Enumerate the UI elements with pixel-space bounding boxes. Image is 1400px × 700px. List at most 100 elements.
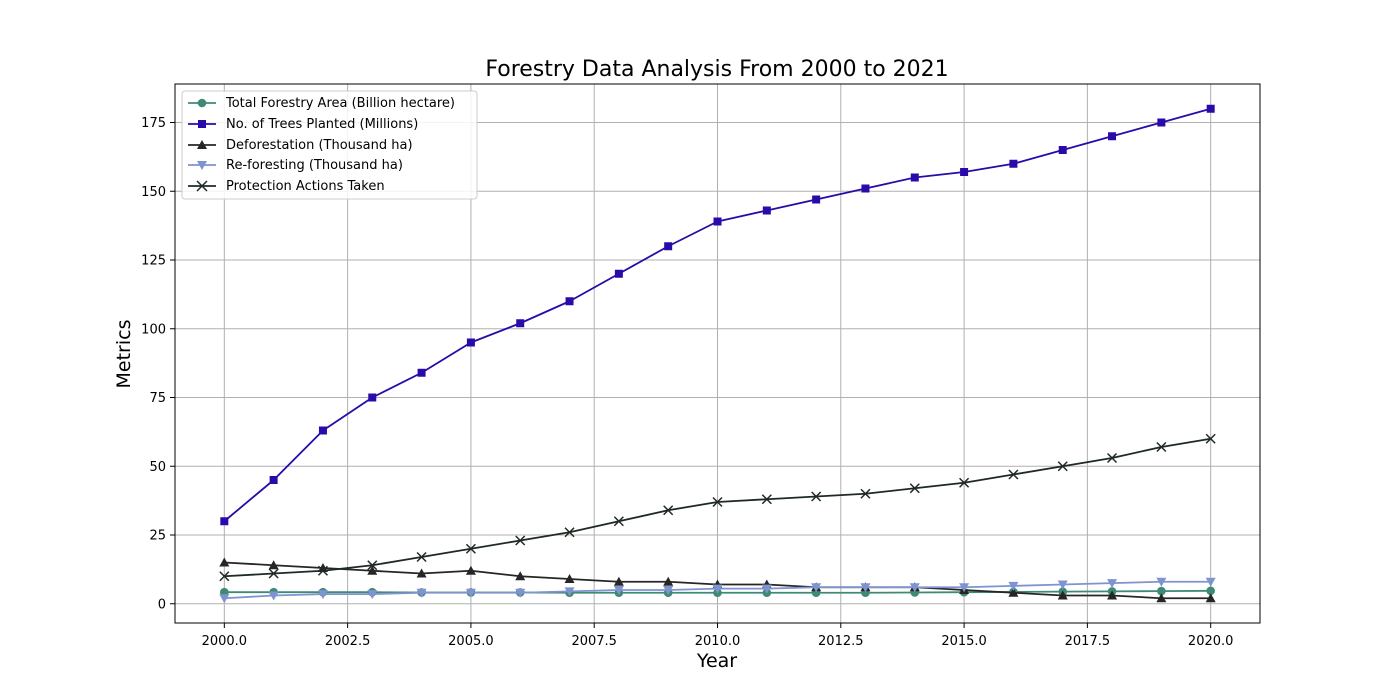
data-point-triangle-down — [663, 586, 674, 595]
data-point-x — [811, 491, 822, 502]
data-point-triangle-down — [465, 588, 476, 598]
chart-title: Forestry Data Analysis From 2000 to 2021 — [485, 57, 948, 82]
x-tick-label: 2005.0 — [448, 634, 494, 649]
x-tick-label: 2020.0 — [1188, 634, 1234, 649]
x-axis-label: Year — [696, 650, 737, 672]
data-point-x — [1008, 469, 1019, 480]
data-point-x — [663, 505, 674, 516]
data-point-triangle-down — [416, 588, 427, 598]
data-point-triangle-down — [515, 588, 526, 598]
legend-box — [181, 90, 478, 200]
data-point-square — [1009, 159, 1018, 168]
data-point-x — [1107, 452, 1118, 464]
data-point-square — [812, 195, 821, 204]
data-point-triangle-down — [219, 594, 230, 604]
legend-label: Total Forestry Area (Billion hectare) — [225, 96, 455, 111]
y-tick-label: 50 — [149, 460, 166, 475]
data-point-x — [219, 571, 230, 582]
data-point-triangle-down — [1008, 581, 1019, 591]
x-tick-label: 2017.5 — [1065, 634, 1111, 649]
data-point-triangle-down — [317, 590, 328, 600]
data-point-x — [465, 543, 476, 554]
data-point-triangle-up — [564, 574, 575, 583]
data-point-triangle-down — [959, 583, 970, 593]
data-point-x — [268, 568, 279, 579]
legend-label: Deforestation (Thousand ha) — [226, 138, 413, 153]
data-point-x — [564, 527, 575, 538]
axis-ticks: 2000.0 2002.5 2005.0 2007.5 2010.0 2012.5 2015… — [141, 116, 1233, 649]
data-point-square — [417, 368, 426, 377]
data-point-square — [1058, 146, 1067, 154]
data-point-x — [860, 488, 871, 499]
data-point-triangle-up — [1205, 593, 1216, 603]
x-tick-label: 2010.0 — [695, 634, 741, 649]
x-tick-label: 2015.0 — [941, 634, 987, 649]
y-tick-label: 0 — [158, 597, 166, 612]
data-point-triangle-down — [613, 586, 624, 595]
data-point-square — [269, 476, 278, 484]
data-point-square — [762, 206, 771, 215]
legend-label: Protection Actions Taken — [226, 179, 385, 194]
data-point-triangle-up — [1156, 593, 1167, 603]
legend-label: No. of Trees Planted (Millions) — [226, 117, 418, 132]
series-4 — [219, 577, 1216, 604]
data-point-square — [1206, 104, 1215, 113]
legend-item: Protection Actions Taken — [188, 179, 385, 194]
data-point-triangle-down — [909, 583, 920, 593]
data-point-triangle-up — [219, 557, 230, 567]
x-tick-label: 2007.5 — [571, 634, 617, 649]
data-point-x — [515, 535, 526, 546]
data-point-x — [317, 565, 328, 576]
data-point-triangle-down — [367, 590, 378, 600]
x-tick-label: 2000.0 — [202, 634, 248, 649]
data-point-square — [960, 168, 969, 176]
legend-marker-x — [196, 180, 208, 192]
data-point-x — [761, 494, 772, 505]
data-point-triangle-down — [811, 583, 822, 593]
data-point-triangle-down — [1205, 577, 1216, 587]
legend-item: No. of Trees Planted (Millions) — [188, 117, 418, 132]
y-axis-label: Metrics — [113, 320, 135, 389]
series-layer — [219, 104, 1216, 604]
data-point-square — [861, 184, 870, 193]
data-point-square — [614, 269, 623, 278]
data-point-x — [712, 496, 723, 508]
data-point-triangle-down — [761, 584, 772, 594]
legend-item: Total Forestry Area (Billion hectare) — [188, 96, 455, 111]
legend-item: Deforestation (Thousand ha) — [188, 138, 413, 153]
data-point-triangle-up — [1057, 590, 1068, 600]
legend: Total Forestry Area (Billion hectare) No… — [181, 90, 478, 200]
data-point-square — [466, 338, 475, 347]
series-2 — [220, 104, 1215, 526]
data-point-triangle-up — [367, 565, 378, 575]
legend-marker-triangle-down — [197, 161, 207, 170]
data-point-x — [416, 551, 427, 563]
data-point-triangle-down — [712, 584, 723, 594]
y-tick-label: 125 — [141, 254, 166, 269]
data-point-triangle-up — [416, 568, 427, 578]
data-point-square — [516, 319, 525, 328]
y-tick-label: 75 — [149, 391, 166, 406]
legend-label: Re-foresting (Thousand ha) — [226, 158, 403, 173]
legend-marker-triangle-up — [197, 140, 207, 149]
series-5 — [219, 433, 1216, 582]
data-point-triangle-down — [268, 591, 279, 601]
data-point-triangle-down — [1057, 580, 1068, 590]
data-point-triangle-up — [515, 571, 526, 581]
data-point-triangle-down — [1156, 577, 1167, 587]
data-point-x — [1156, 441, 1167, 453]
data-point-triangle-down — [1107, 579, 1118, 589]
data-point-triangle-down — [860, 583, 871, 593]
y-tick-label: 150 — [141, 185, 166, 200]
data-point-square — [1157, 118, 1166, 127]
data-point-x — [959, 477, 970, 488]
data-point-square — [220, 517, 229, 526]
data-point-triangle-up — [465, 565, 476, 575]
data-point-circle — [1206, 586, 1215, 596]
y-tick-label: 175 — [141, 116, 166, 131]
data-point-square — [318, 426, 327, 435]
data-point-square — [368, 393, 377, 402]
data-point-square — [713, 217, 722, 226]
data-point-x — [909, 483, 920, 494]
y-tick-label: 100 — [141, 322, 166, 337]
